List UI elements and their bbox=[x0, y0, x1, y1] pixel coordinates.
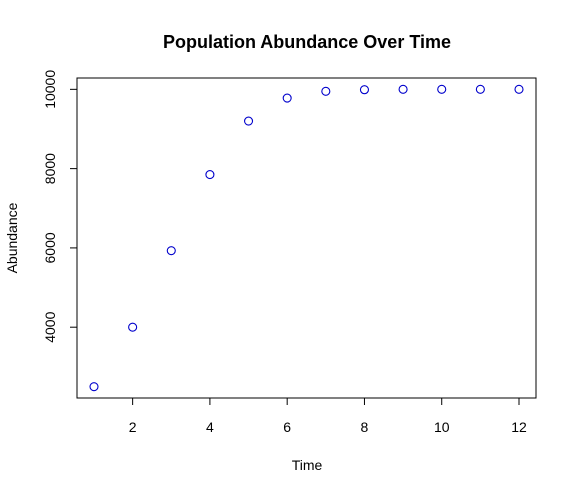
data-point bbox=[437, 84, 447, 94]
x-tick-label: 4 bbox=[206, 419, 214, 435]
y-axis: 4000 6000 8000 10000 bbox=[42, 70, 78, 343]
data-point bbox=[282, 93, 292, 103]
y-tick-label: 10000 bbox=[42, 70, 58, 109]
data-point bbox=[128, 322, 138, 332]
data-point bbox=[243, 116, 254, 126]
data-point bbox=[205, 170, 215, 180]
data-points bbox=[89, 84, 524, 392]
data-point bbox=[166, 246, 176, 256]
data-point bbox=[359, 85, 370, 95]
data-point bbox=[398, 84, 408, 94]
plot-frame bbox=[76, 77, 537, 399]
x-tick-label: 10 bbox=[434, 419, 450, 435]
data-point bbox=[89, 382, 99, 392]
y-tick-label: 4000 bbox=[42, 311, 58, 342]
data-point bbox=[321, 86, 331, 96]
x-axis-label: Time bbox=[292, 457, 323, 473]
x-axis: 2 4 6 8 10 12 bbox=[129, 397, 527, 435]
x-tick-label: 12 bbox=[511, 419, 527, 435]
chart-title: Population Abundance Over Time bbox=[163, 32, 451, 52]
y-tick-label: 6000 bbox=[42, 232, 58, 263]
x-tick-label: 2 bbox=[129, 419, 137, 435]
x-tick-label: 6 bbox=[283, 419, 291, 435]
data-point bbox=[514, 84, 524, 94]
y-axis-label: Abundance bbox=[4, 202, 20, 273]
x-tick-label: 8 bbox=[361, 419, 369, 435]
y-tick-label: 8000 bbox=[42, 153, 58, 184]
data-point bbox=[475, 84, 485, 94]
